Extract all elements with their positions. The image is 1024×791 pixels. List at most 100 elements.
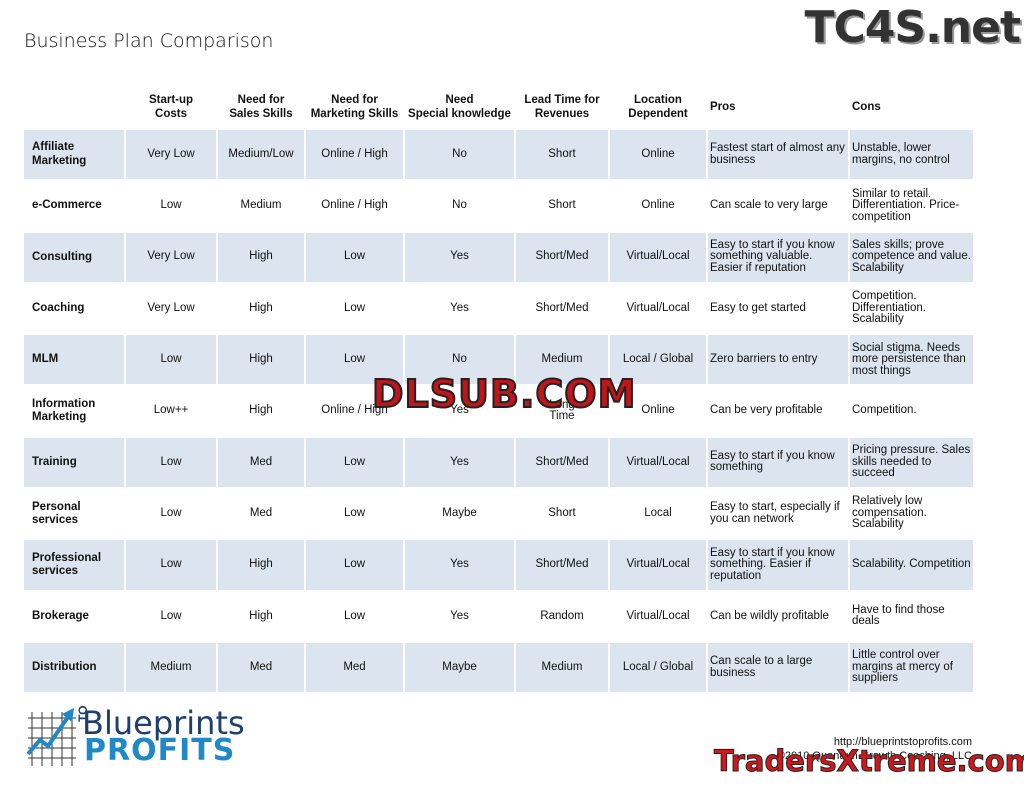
row-header-text: MLM [32,353,59,366]
table-cell: Yes [405,540,514,590]
table-cell-text: Easy to get started [710,301,806,314]
table-cell: Have to find those deals [850,592,973,641]
table-cell: Low [126,181,216,230]
watermark: TC4S.net [804,2,1021,53]
table-cell: Low [306,335,403,385]
table-cell-text: Scalability. Competition [852,558,971,571]
table-cell: Yes [405,592,514,641]
table-cell-text: Little control over margins at mercy of … [852,649,953,685]
table-cell-text: Local / Global [622,660,694,673]
logo-to: TO [76,705,90,722]
table-cell-text: Short/Med [535,455,589,468]
row-header: Personal services [24,489,124,538]
row-header-text: Information Marketing [32,397,96,424]
table-cell: Unstable, lower margins, no control [850,130,973,180]
table-cell: Low [126,437,216,488]
table-cell: Local [610,489,706,538]
table-cell-text: Low [160,455,182,468]
table-cell-text: Very Low [147,147,195,160]
table-cell-text: Low [160,609,182,622]
row-header: e-Commerce [24,181,124,230]
table-cell: Medium [218,181,304,230]
table-cell: Relatively low compensation. Scalability [850,489,973,538]
table-cell-text: Similar to retail. Differentiation. Pric… [852,187,960,223]
table-cell: Long Time [516,387,608,436]
table-cell: Scalability. Competition [850,540,973,590]
table-cell: Low++ [126,387,216,436]
table-cell-text: Online / High [321,199,388,212]
table-cell: Pricing pressure. Sales skills needed to… [850,437,973,488]
table-cell-text: Competition. Differentiation. Scalabilit… [852,290,926,326]
row-header: MLM [24,335,124,385]
table-cell: Can scale to a large business [708,643,848,693]
table-cell-text: Maybe [442,660,477,673]
table-cell-text: Very Low [147,250,195,263]
table-cell: High [218,592,304,641]
table-cell: Low [306,437,403,488]
table-cell: Virtual/Local [610,592,706,641]
table-cell-text: Yes [450,301,469,314]
table-cell-text: Local [644,506,672,519]
row-header-text: Distribution [32,661,97,674]
table-cell-text: Online [641,147,675,160]
column-header-text: Cons [852,101,881,114]
table-cell: High [218,335,304,385]
table-cell-text: Yes [450,558,469,571]
table-cell: Online [610,130,706,180]
watermark: TradersXtreme.com [714,744,1024,779]
row-header: Training [24,437,124,488]
table-cell: Very Low [126,284,216,333]
table-cell: Low [306,592,403,641]
table-cell-text: Short/Med [535,558,589,571]
table-cell-text: Low [343,455,366,468]
table-cell: Low [306,489,403,538]
table-cell-text: Unstable, lower margins, no control [852,142,950,166]
table-cell-text: High [249,404,273,417]
table-cell-text: Fastest start of almost any business [710,142,845,166]
row-header: Consulting [24,232,124,282]
table-cell-text: Can be wildly profitable [710,609,829,622]
row-header-text: Brokerage [32,609,89,622]
column-header: Location Dependent [610,88,706,128]
column-header: Need Special knowledge [405,88,514,128]
row-header-text: Training [32,455,77,468]
table-cell-text: High [249,609,273,622]
table-cell: High [218,540,304,590]
table-cell: Competition. [850,387,973,436]
table-cell-text: Online [641,404,675,417]
table-cell: Online [610,387,706,436]
table-cell: Can scale to very large [708,181,848,230]
row-header-text: e-Commerce [32,199,102,212]
table-cell: Easy to start if you know something. Eas… [708,540,848,590]
table-cell: Med [218,489,304,538]
table-cell-text: No [452,147,467,160]
table-cell: Low [306,284,403,333]
table-cell: Yes [405,232,514,282]
table-cell: Short/Med [516,232,608,282]
table-cell-text: Easy to start if you know something. Eas… [710,546,835,582]
table-cell-text: Maybe [442,506,477,519]
table-cell-text: Med [343,660,366,673]
column-header-text: Need Special knowledge [408,94,511,120]
table-cell: Yes [405,284,514,333]
column-header: Pros [708,88,848,128]
table-cell: Medium [126,643,216,693]
row-header: Distribution [24,643,124,693]
table-cell-text: Short/Med [535,250,589,263]
table-cell-text: Low [343,301,366,314]
table-cell-text: Yes [450,250,469,263]
row-header: Coaching [24,284,124,333]
table-cell: Short [516,130,608,180]
table-cell: Low [126,489,216,538]
row-header: Brokerage [24,592,124,641]
table-cell: High [218,387,304,436]
column-header: Need for Marketing Skills [306,88,403,128]
table-cell: No [405,181,514,230]
column-header-text: Lead Time for Revenues [524,94,600,120]
table-cell: Med [306,643,403,693]
table-cell: Med [218,643,304,693]
table-cell: Very Low [126,130,216,180]
table-cell-text: High [249,353,273,366]
table-cell-text: Relatively low compensation. Scalability [852,495,927,531]
table-cell-text: Can scale to a large business [710,655,813,679]
